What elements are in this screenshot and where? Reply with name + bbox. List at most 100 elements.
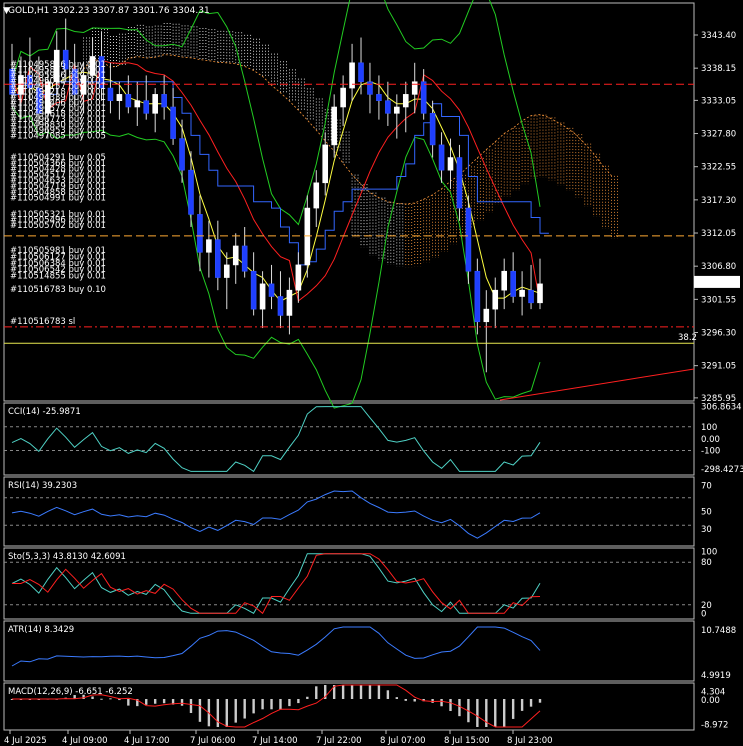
candle-body	[367, 81, 373, 95]
macd-histogram-bar	[494, 699, 497, 727]
candle-body	[295, 264, 302, 291]
panel-frame-4	[3, 620, 695, 682]
time-axis-label: 4 Jul 09:00	[62, 736, 108, 746]
candle-body	[420, 81, 427, 114]
candle-body	[501, 270, 508, 291]
candle-body	[170, 106, 176, 139]
macd-histogram-bar	[503, 699, 506, 727]
order-label: #110505981 buy 0.01	[10, 246, 106, 256]
macd-histogram-bar	[306, 696, 309, 699]
bollinger-lower-line	[11, 106, 541, 409]
candle-body	[197, 214, 203, 253]
order-label: #110504428 buy 0.01	[10, 165, 106, 175]
stochastic-signal-line	[12, 553, 541, 615]
macd-histogram-bar	[520, 699, 524, 711]
candle-body	[206, 239, 212, 253]
macd-label: MACD(12,26,9) -6.651 -6.252	[8, 687, 133, 697]
candle-body	[340, 87, 346, 108]
macd-histogram-bar	[404, 699, 407, 701]
macd-histogram-bar	[234, 699, 237, 723]
order-label: #110506384 buy 0.01	[10, 259, 106, 269]
rsi-label: RSI(14) 39.2303	[8, 481, 77, 491]
candle-body	[286, 289, 293, 316]
indicator-subpanels: CCI(14) -25.9871 306.8634 100 0.00 -100 -298.…	[4, 403, 743, 730]
trendline	[499, 368, 695, 401]
macd-histogram-bar	[538, 699, 542, 703]
candle-body	[268, 283, 275, 297]
candle-body	[9, 68, 15, 95]
candle-body	[152, 94, 158, 114]
indicator-scale-label: 50	[701, 508, 712, 518]
candle-body	[331, 106, 337, 146]
price-scale-label: 3285.95	[701, 394, 736, 404]
candle-body	[537, 283, 543, 304]
macd-histogram-bar	[270, 699, 273, 710]
candle-body	[438, 144, 445, 171]
candle-body	[18, 75, 24, 95]
candle-body	[322, 144, 329, 184]
order-label: #110504517 buy 0.01	[10, 170, 106, 180]
atr-label: ATR(14) 8.3429	[8, 625, 74, 635]
candle-body	[528, 289, 534, 304]
indicator-scale-label: -8.972	[701, 720, 728, 730]
stochastic-main-line	[11, 553, 541, 614]
candle-body	[313, 182, 320, 209]
order-label: #110495873 buy 0.01	[10, 66, 106, 76]
fibonacci-label: 38.2	[678, 333, 697, 343]
candle-body	[447, 157, 454, 171]
time-axis-label: 8 Jul 15:00	[444, 736, 490, 746]
candle-body	[429, 113, 436, 146]
macd-histogram-bar	[109, 698, 112, 700]
order-label: #110496406 buy 0.01	[10, 99, 106, 109]
indicator-scale-label: -100	[701, 447, 720, 457]
indicator-scale-label: 100	[701, 548, 717, 558]
candle-body	[241, 245, 248, 272]
candle-body	[125, 94, 132, 108]
order-label: #110496830 buy 0.01	[10, 121, 106, 131]
macd-histogram-bar	[216, 699, 220, 727]
chevron-down-icon[interactable]: ▼	[3, 6, 10, 16]
macd-histogram-bar	[279, 699, 282, 710]
price-scale-label: 3343.40	[701, 31, 736, 41]
macd-histogram-bar	[368, 685, 372, 699]
macd-histogram-bar	[145, 699, 148, 705]
macd-signal-line	[12, 684, 541, 728]
indicator-scale-label: 0	[701, 609, 706, 619]
macd-histogram-bar	[127, 699, 130, 706]
candle-body	[385, 100, 391, 114]
macd-histogram-bar	[386, 690, 390, 699]
price-scale-label: 3301.55	[701, 295, 736, 305]
macd-histogram-bar	[315, 686, 318, 699]
macd-histogram-bar	[422, 699, 425, 702]
cci-line	[11, 406, 541, 473]
candle-body	[53, 49, 60, 83]
candle-body	[483, 308, 490, 323]
candle-body	[27, 75, 33, 89]
atr-line	[11, 626, 541, 667]
indicator-scale-label: 80	[701, 558, 712, 568]
time-axis-label: 8 Jul 07:00	[380, 736, 426, 746]
candlesticks[interactable]	[9, 18, 543, 373]
macd-histogram-bar	[261, 699, 264, 710]
order-label: #110496572 buy 0.01	[10, 104, 106, 114]
indicator-scale-label: 20	[701, 601, 712, 611]
order-label: #110495826 buy 0.01	[10, 60, 106, 70]
time-axis-label: 4 Jul 17:00	[124, 736, 170, 746]
macd-histogram-bar	[118, 699, 121, 701]
panel-frame-5	[3, 682, 695, 731]
time-axis-label: 7 Jul 22:00	[316, 736, 362, 746]
candle-body	[36, 87, 42, 114]
macd-histogram-bar	[225, 699, 228, 727]
candle-body	[98, 56, 105, 89]
macd-histogram-bar	[529, 699, 533, 707]
stop-loss-label: #110516783 sl	[10, 317, 75, 327]
price-scale-label: 3333.05	[701, 96, 736, 106]
price-scale-label: 3296.30	[701, 329, 736, 339]
macd-histogram-bar	[324, 685, 327, 699]
macd-histogram-bar	[332, 685, 336, 699]
macd-histogram-bar	[73, 695, 76, 699]
indicator-scale-label: 70	[701, 481, 712, 491]
macd-histogram-bar	[100, 698, 103, 700]
bollinger-upper-line	[11, 0, 541, 226]
